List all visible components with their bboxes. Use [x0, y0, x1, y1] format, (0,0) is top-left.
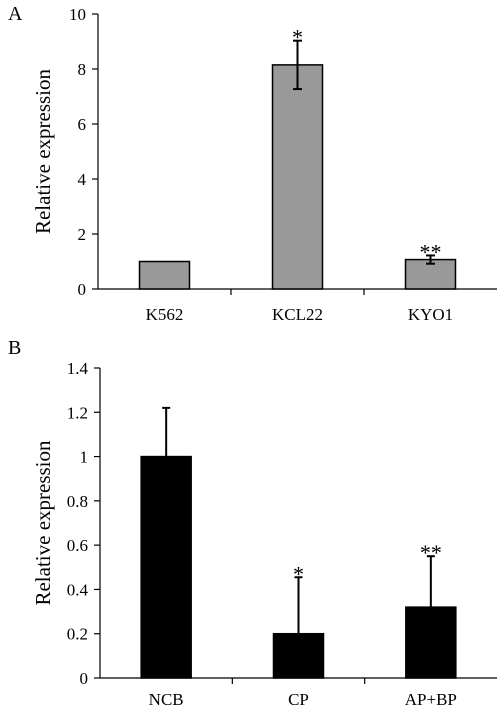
chart-a-bar-k562 — [138, 260, 191, 290]
chart-b-y-tick-label: 0.2 — [67, 625, 88, 644]
chart-b-x-tick-label: NCB — [149, 690, 184, 709]
chart-a-bar-kyo1 — [404, 258, 457, 290]
chart-a-y-axis-title: Relative expression — [31, 68, 55, 234]
chart-b-y-tick-label: 1.4 — [67, 359, 89, 378]
chart-b-svg: B 0 0.2 0.4 0.6 0.8 1 1.2 1.4 Relative expression… — [8, 337, 497, 709]
chart-b-bar-cp — [272, 632, 325, 679]
chart-b-panel-label: B — [8, 337, 21, 359]
chart-b-x-tick-label: CP — [288, 690, 309, 709]
chart-b-bar-ncb — [140, 455, 192, 679]
chart-a-significance-label: * — [292, 25, 303, 50]
chart-a-y-tick-label: 4 — [78, 170, 87, 189]
chart-a-x-tick-label: KYO1 — [408, 305, 453, 324]
chart-a-panel-label: A — [8, 3, 23, 25]
chart-a-x-tick-label: K562 — [146, 305, 184, 324]
chart-b-significance-label: ** — [420, 540, 442, 565]
chart-b-significance-label: * — [293, 561, 304, 586]
chart-panel-a: A 0 2 4 6 8 10 Relative expression K562 * KCL22 ** K… — [0, 0, 500, 330]
chart-b-y-axis-title: Relative expression — [31, 440, 55, 606]
chart-b-y-tick-label: 1 — [80, 448, 89, 467]
chart-b-x-tick-label: AP+BP — [405, 690, 457, 709]
chart-a-y-tick-label: 8 — [78, 60, 87, 79]
chart-a-svg: A 0 2 4 6 8 10 Relative expression K562 * KCL22 ** K… — [8, 3, 497, 324]
chart-b-y-tick-label: 1.2 — [67, 403, 88, 422]
chart-a-significance-label: ** — [420, 239, 442, 264]
chart-b-y-tick-label: 0.4 — [67, 580, 89, 599]
chart-panel-b: B 0 0.2 0.4 0.6 0.8 1 1.2 1.4 Relative expression… — [0, 330, 500, 710]
chart-a-bar-kcl22 — [271, 64, 324, 290]
chart-b-y-tick-label: 0.6 — [67, 536, 88, 555]
chart-b-y-tick-label: 0.8 — [67, 492, 88, 511]
chart-b-y-tick-label: 0 — [80, 669, 89, 688]
chart-a-y-tick-label: 6 — [78, 115, 87, 134]
chart-a-x-tick-label: KCL22 — [272, 305, 323, 324]
chart-a-y-tick-label: 2 — [78, 225, 87, 244]
chart-a-y-tick-label: 0 — [78, 280, 87, 299]
chart-b-bar-ap-bp — [405, 606, 457, 679]
chart-a-y-tick-label: 10 — [69, 5, 86, 24]
